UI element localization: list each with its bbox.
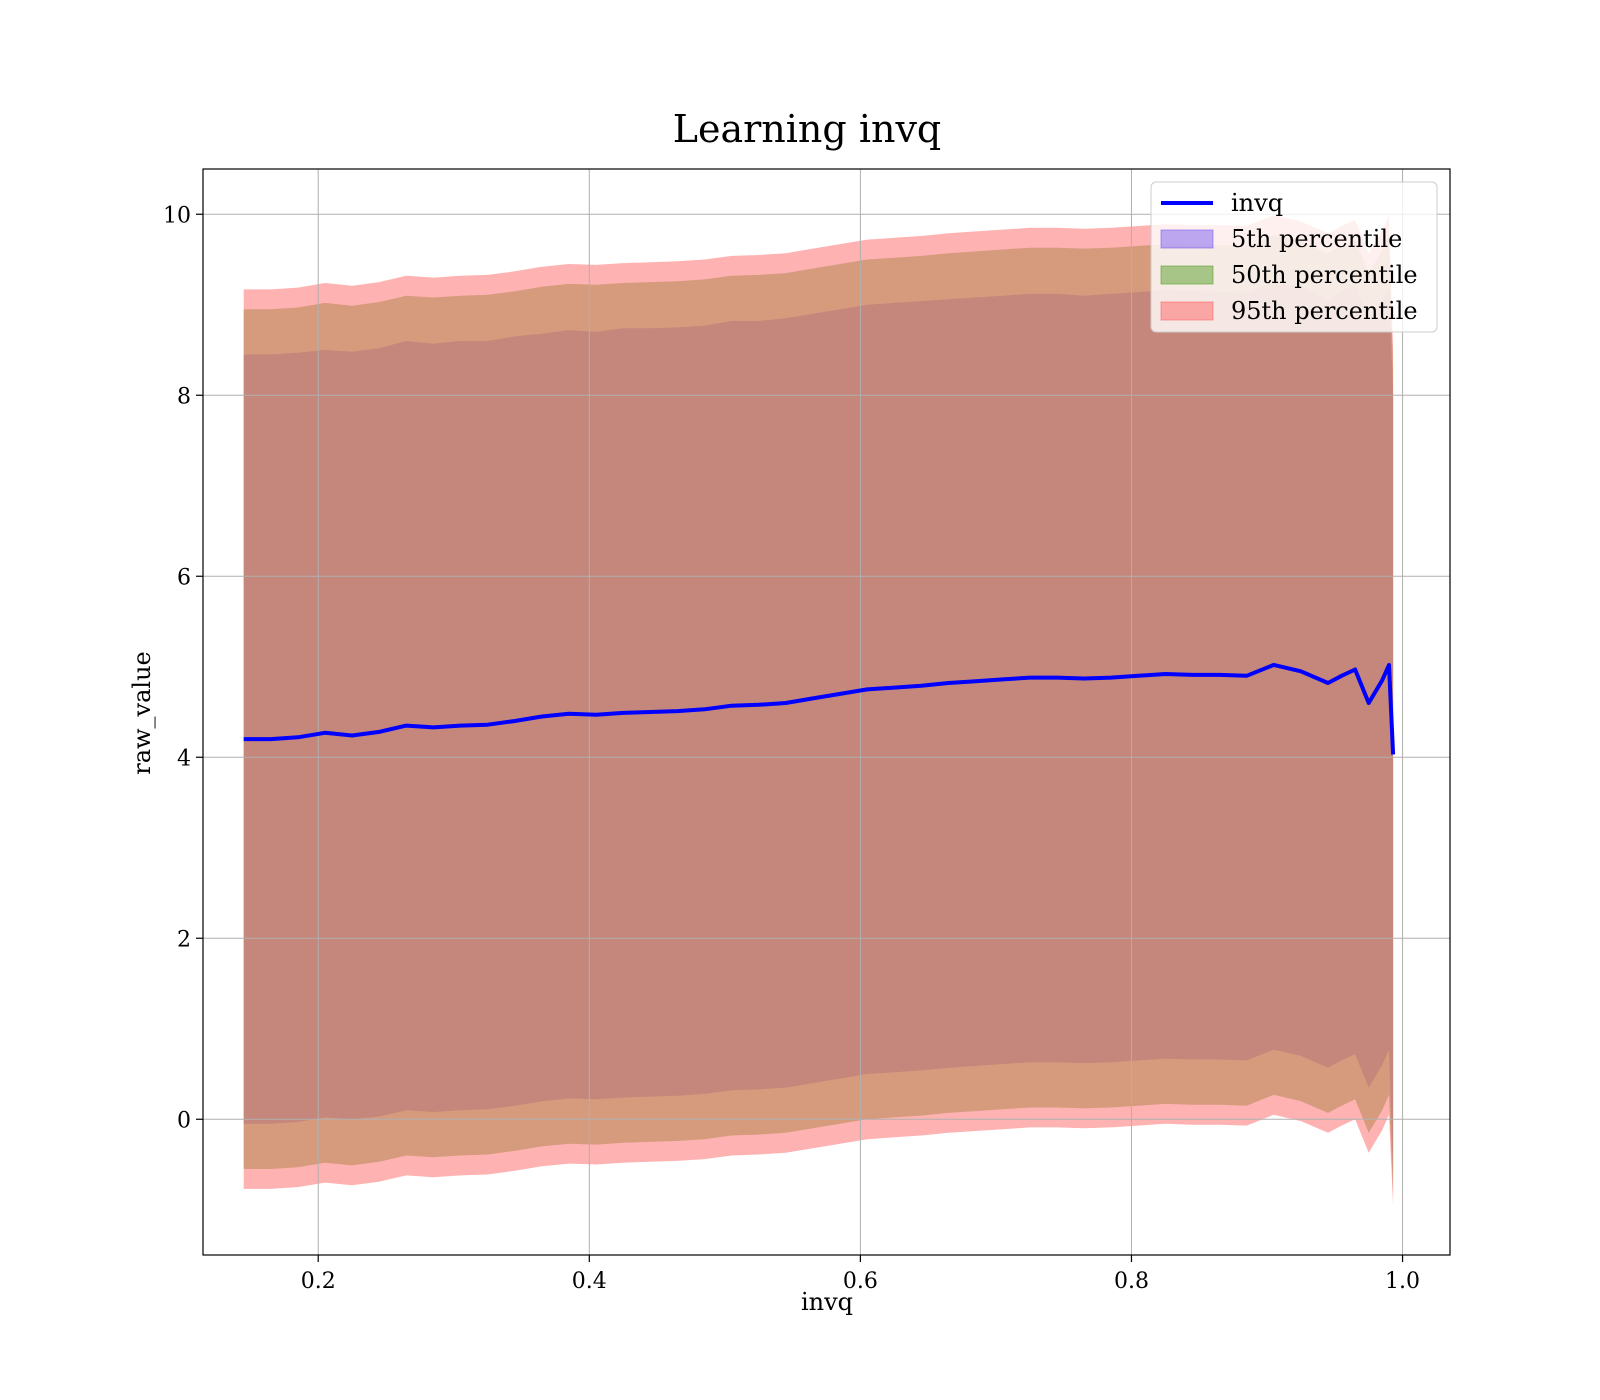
y-tick-label-0: 0 [177, 1108, 191, 1133]
plot-frame [202, 168, 1451, 1256]
y-tick-label-3: 6 [177, 565, 191, 590]
y-tick-label-2: 4 [177, 746, 191, 771]
grid-lines [203, 169, 1450, 1255]
y-tick-label-4: 8 [177, 384, 191, 409]
legend-label-95th-percentile: 95th percentile [1231, 297, 1418, 325]
y-tick-label-5: 10 [163, 203, 191, 228]
y-tick-label-1: 2 [177, 927, 191, 952]
chart-title: Learning invq [673, 107, 941, 151]
legend-swatch-5th-percentile [1160, 229, 1214, 249]
legend-swatch-95th-percentile [1160, 301, 1214, 321]
x-tick-label-4: 1.0 [1385, 1269, 1420, 1294]
y-axis-label: raw_value [128, 651, 156, 775]
x-tick-label-0: 0.2 [301, 1269, 336, 1294]
legend-label-50th-percentile: 50th percentile [1231, 261, 1418, 289]
legend-label-5th-percentile: 5th percentile [1231, 225, 1402, 253]
x-axis-label: invq [801, 1288, 853, 1316]
line-invq [243, 662, 1396, 755]
x-tick-label-3: 0.8 [1114, 1269, 1149, 1294]
percentile-bands [243, 215, 1394, 1206]
x-tick-label-2: 0.6 [843, 1269, 878, 1294]
plot-area [203, 169, 1450, 1255]
x-tick-label-1: 0.4 [572, 1269, 607, 1294]
x-axis-ticks: 0.2 0.4 0.6 0.8 1.0 [301, 1255, 1420, 1294]
legend: invq 5th percentile 50th percentile 95th pe… [1150, 181, 1438, 333]
legend-swatch-50th-percentile [1160, 265, 1214, 285]
legend-box [1150, 181, 1438, 333]
series-lines [243, 662, 1396, 755]
band-95th-percentile [243, 215, 1394, 1206]
legend-label-invq: invq [1231, 189, 1283, 217]
y-axis-ticks: 0 2 4 6 8 10 [163, 203, 203, 1133]
